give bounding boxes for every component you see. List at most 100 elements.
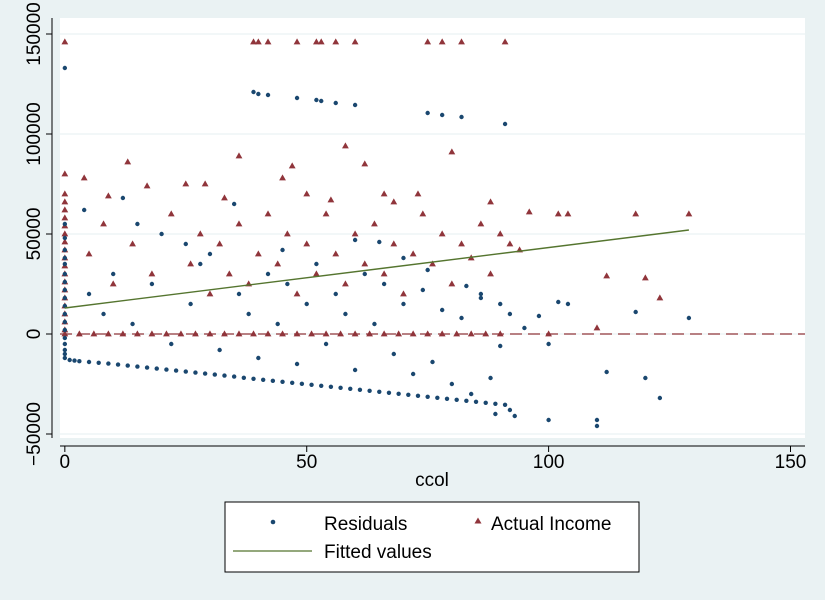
residual-point bbox=[62, 327, 68, 333]
residual-point bbox=[546, 341, 551, 347]
actual-income-point bbox=[279, 174, 286, 181]
actual-income-point bbox=[685, 210, 693, 217]
actual-income-point bbox=[424, 38, 432, 45]
x-tick-label: 50 bbox=[296, 452, 317, 473]
actual-income-point bbox=[254, 38, 262, 45]
actual-income-point bbox=[380, 330, 388, 337]
residual-point bbox=[106, 361, 111, 366]
residual-point bbox=[420, 287, 426, 293]
actual-income-point bbox=[90, 330, 98, 337]
residual-point bbox=[343, 311, 348, 317]
residual-point bbox=[144, 365, 150, 370]
residual-point bbox=[294, 95, 300, 101]
actual-income-point bbox=[482, 330, 490, 337]
x-axis-label: ccol bbox=[415, 470, 449, 491]
residual-point bbox=[391, 351, 396, 357]
actual-income-point bbox=[312, 270, 320, 277]
residual-point bbox=[401, 301, 406, 307]
residual-point bbox=[522, 325, 527, 331]
actual-income-point bbox=[143, 182, 151, 189]
residual-point bbox=[231, 374, 237, 379]
residual-point bbox=[406, 392, 411, 397]
legend-fitted-label: Fitted values bbox=[324, 542, 432, 563]
residual-point bbox=[357, 387, 363, 392]
actual-income-point bbox=[342, 280, 349, 287]
actual-income-point bbox=[187, 260, 195, 267]
legend-residuals-label: Residuals bbox=[324, 514, 407, 535]
residual-point bbox=[439, 112, 445, 118]
actual-income-point bbox=[395, 330, 403, 337]
residual-point bbox=[62, 341, 68, 347]
residual-point bbox=[352, 102, 358, 108]
residual-point bbox=[62, 319, 68, 325]
actual-income-point bbox=[293, 38, 301, 45]
residual-point bbox=[333, 291, 338, 297]
residual-point bbox=[256, 91, 261, 97]
actual-income-point bbox=[124, 158, 132, 165]
residual-point bbox=[101, 311, 106, 317]
actual-income-point bbox=[312, 38, 320, 45]
actual-income-point bbox=[342, 142, 349, 149]
residuals-series bbox=[62, 65, 692, 429]
residual-point bbox=[62, 255, 68, 261]
residual-point bbox=[96, 360, 101, 365]
residual-point bbox=[222, 373, 227, 378]
actual-income-point bbox=[303, 190, 311, 197]
residual-point bbox=[425, 394, 430, 399]
actual-income-point bbox=[593, 324, 601, 331]
residual-point bbox=[469, 391, 474, 397]
actual-income-point bbox=[100, 220, 107, 227]
residual-point bbox=[454, 397, 459, 402]
residual-point bbox=[72, 358, 77, 363]
residual-point bbox=[183, 369, 188, 374]
actual-income-point bbox=[274, 260, 282, 267]
residual-point bbox=[256, 355, 261, 361]
actual-income-point bbox=[361, 160, 369, 167]
actual-income-point bbox=[221, 194, 228, 201]
actual-income-point bbox=[254, 250, 262, 257]
residual-point bbox=[401, 255, 406, 261]
actual-income-point bbox=[317, 38, 325, 45]
actual-income-point bbox=[61, 206, 69, 213]
residual-point bbox=[173, 368, 179, 373]
actual-income-point bbox=[501, 38, 509, 45]
actual-income-point bbox=[206, 290, 214, 297]
residual-point bbox=[643, 375, 648, 381]
actual-income-point bbox=[182, 180, 190, 187]
residual-point bbox=[135, 364, 140, 369]
residual-point bbox=[594, 417, 600, 423]
residual-point bbox=[425, 110, 430, 116]
residual-point bbox=[236, 291, 242, 297]
residual-point bbox=[507, 407, 513, 413]
residual-point bbox=[62, 287, 68, 293]
actual-income-point bbox=[221, 330, 228, 337]
actual-income-point bbox=[361, 260, 369, 267]
residual-point bbox=[294, 361, 300, 367]
y-tick-label: −50000 bbox=[24, 402, 45, 466]
residual-point bbox=[62, 279, 68, 285]
actual-income-point bbox=[216, 240, 224, 247]
residual-point bbox=[352, 237, 358, 243]
actual-income-point bbox=[61, 238, 69, 245]
residual-point bbox=[314, 97, 319, 103]
residual-point bbox=[556, 299, 561, 305]
residual-point bbox=[493, 411, 498, 417]
residual-point bbox=[183, 241, 188, 247]
residual-point bbox=[159, 231, 164, 237]
actual-income-point bbox=[279, 330, 286, 337]
actual-income-point bbox=[458, 240, 465, 247]
actual-income-point bbox=[351, 330, 359, 337]
actual-income-point bbox=[438, 230, 446, 237]
x-tick-label: 0 bbox=[60, 452, 71, 473]
residual-point bbox=[62, 351, 68, 357]
residual-point bbox=[546, 417, 551, 423]
residual-point bbox=[430, 359, 435, 365]
actual-income-point bbox=[303, 240, 311, 247]
residual-point bbox=[304, 301, 309, 307]
residual-point bbox=[62, 235, 68, 241]
residual-point bbox=[348, 386, 353, 391]
residual-point bbox=[493, 401, 498, 406]
residual-point bbox=[290, 380, 295, 385]
actual-income-point bbox=[250, 38, 257, 45]
residual-point bbox=[536, 313, 542, 319]
